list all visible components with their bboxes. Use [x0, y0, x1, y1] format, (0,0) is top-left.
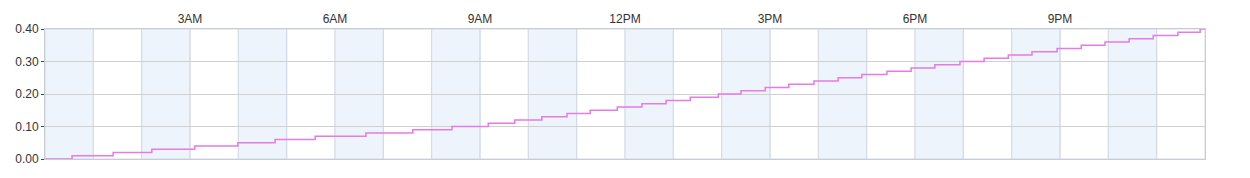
svg-text:3PM: 3PM: [758, 12, 783, 26]
svg-text:9PM: 9PM: [1048, 12, 1073, 26]
svg-text:9AM: 9AM: [468, 12, 493, 26]
svg-text:0.40: 0.40: [15, 22, 39, 36]
svg-text:0.30: 0.30: [15, 55, 39, 69]
svg-text:0.00: 0.00: [15, 152, 39, 166]
svg-text:0.10: 0.10: [15, 120, 39, 134]
svg-text:6PM: 6PM: [903, 12, 928, 26]
svg-text:0.20: 0.20: [15, 87, 39, 101]
svg-text:12PM: 12PM: [609, 12, 640, 26]
svg-text:3AM: 3AM: [178, 12, 203, 26]
svg-text:6AM: 6AM: [323, 12, 348, 26]
